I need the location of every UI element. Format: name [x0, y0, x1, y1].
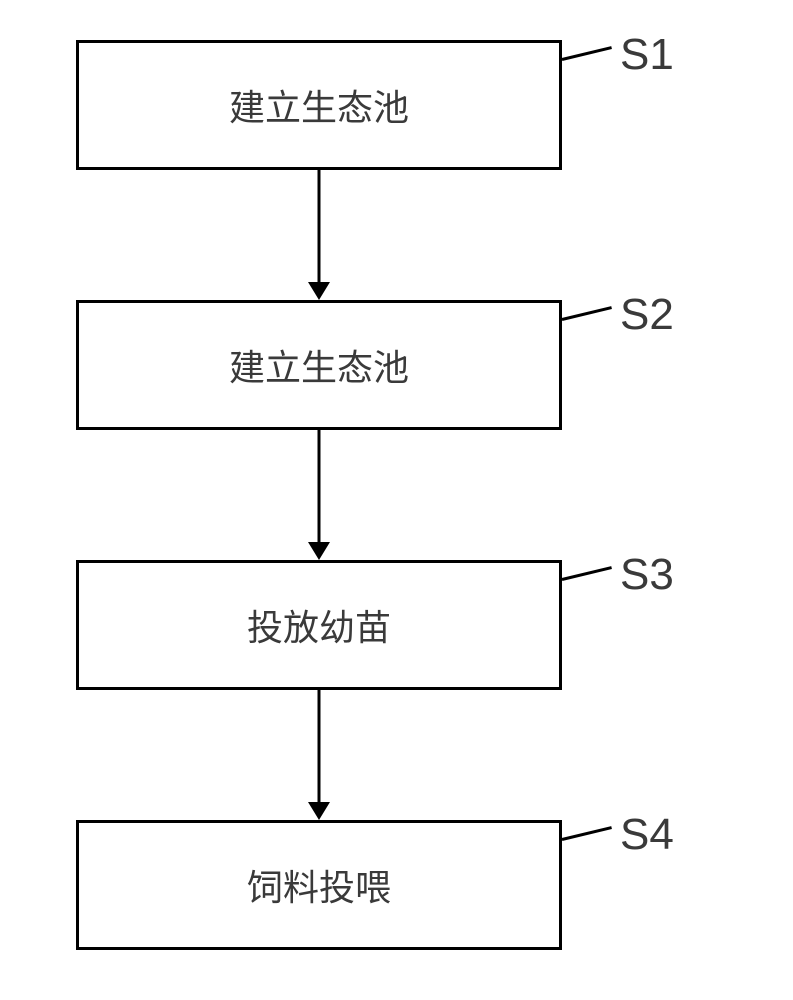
flow-arrow — [0, 0, 793, 1000]
step-label-s2: S2 — [620, 290, 674, 340]
step-label-s1: S1 — [620, 30, 674, 80]
flowchart-canvas: 建立生态池建立生态池投放幼苗饲料投喂S1S2S3S4 — [0, 0, 793, 1000]
step-label-s3: S3 — [620, 550, 674, 600]
step-label-s4: S4 — [620, 810, 674, 860]
